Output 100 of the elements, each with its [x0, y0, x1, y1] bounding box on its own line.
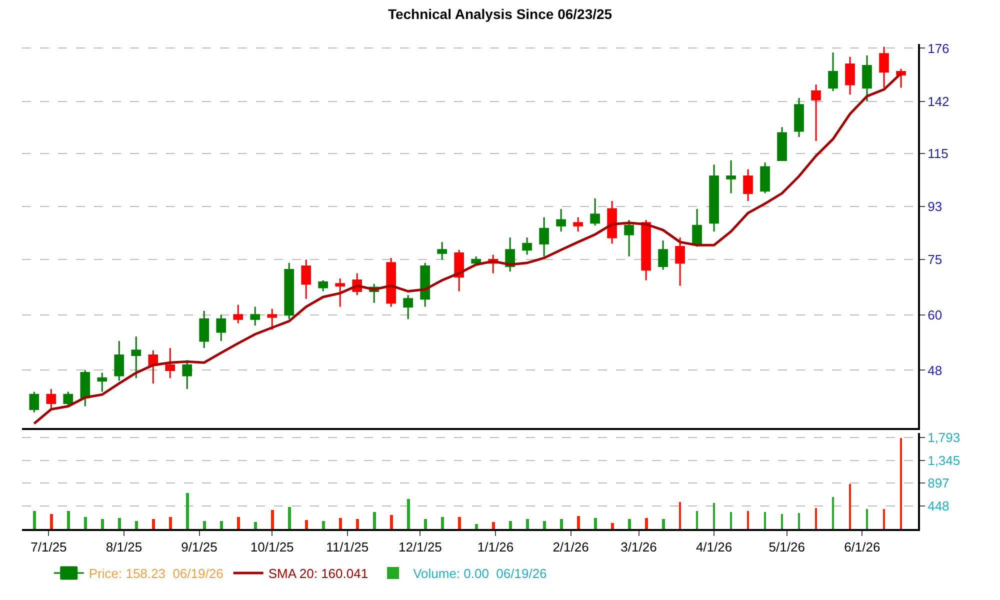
x-tick-label: 9/1/25 — [181, 540, 218, 555]
y-tick-label: 75 — [928, 252, 942, 268]
bar — [526, 518, 529, 529]
y-tick-label: 448 — [928, 498, 950, 514]
candlestick — [522, 236, 532, 256]
y-tick-label: 115 — [928, 146, 948, 162]
candlestick — [335, 278, 346, 308]
x-tick-label: 10/1/25 — [250, 540, 294, 555]
bar — [730, 512, 732, 529]
y-tick-label: 897 — [928, 476, 950, 491]
bar — [560, 518, 563, 529]
bar — [679, 502, 681, 529]
candlestick — [539, 216, 549, 258]
bar — [645, 518, 648, 529]
candlestick — [760, 162, 770, 194]
candlestick — [216, 314, 226, 342]
candlestick — [301, 258, 312, 300]
bar — [67, 510, 70, 529]
bar — [492, 522, 495, 529]
bar — [271, 510, 274, 529]
x-tick-label: 11/1/25 — [326, 540, 369, 555]
bar — [339, 518, 342, 529]
bar — [220, 520, 223, 529]
bar — [866, 508, 868, 529]
bar — [288, 506, 291, 529]
candlestick — [454, 249, 464, 292]
y-tick-label: 48 — [928, 362, 942, 378]
candlestick — [165, 347, 176, 379]
x-tick-label: 3/1/26 — [620, 540, 657, 555]
bar — [832, 496, 834, 529]
bar — [441, 516, 444, 529]
bar — [458, 516, 461, 529]
bar — [628, 518, 631, 529]
candlestick — [420, 262, 430, 308]
bar — [203, 520, 206, 529]
candlestick — [573, 216, 583, 232]
bar — [781, 514, 783, 529]
bar — [475, 524, 478, 529]
y-tick-label: 1,345 — [928, 452, 960, 468]
candlestick — [743, 168, 753, 202]
bar — [305, 520, 308, 529]
x-tick-label: 1/1/26 — [477, 540, 514, 555]
candlestick — [845, 56, 855, 96]
y-tick-label: 60 — [928, 307, 942, 322]
candlestick — [250, 306, 260, 326]
bar — [237, 516, 240, 529]
candlestick — [97, 372, 108, 393]
legend-label: Price: 158.23 06/19/26 — [88, 566, 224, 582]
candlestick — [811, 84, 821, 142]
bar — [424, 518, 427, 529]
candlestick — [862, 54, 872, 102]
bar — [135, 520, 138, 529]
candlestick — [879, 46, 889, 89]
x-tick-label: 7/1/25 — [30, 540, 67, 555]
bar — [764, 512, 766, 529]
x-tick-label: 12/1/25 — [398, 540, 442, 555]
bar — [543, 520, 546, 529]
candlestick — [624, 219, 634, 258]
y-tick-label: 93 — [928, 198, 942, 214]
bar — [747, 510, 749, 529]
candlestick — [675, 236, 685, 286]
bar — [152, 518, 155, 529]
candlestick — [828, 52, 838, 92]
y-tick-label: 1,793 — [928, 430, 960, 445]
bar — [815, 508, 817, 529]
legend-label: SMA 20: 160.041 — [268, 566, 368, 582]
candlestick — [131, 336, 142, 379]
bar — [118, 518, 121, 529]
bar — [577, 516, 580, 529]
candlestick — [641, 219, 651, 282]
bar — [169, 516, 172, 529]
bar — [900, 438, 902, 529]
bar — [407, 498, 410, 529]
bar — [696, 510, 698, 529]
candlestick — [437, 241, 447, 260]
candlestick — [199, 310, 210, 349]
x-tick-label: 5/1/26 — [768, 540, 805, 555]
bar — [254, 522, 257, 529]
bar — [50, 514, 53, 529]
bar — [594, 518, 597, 529]
candlestick — [403, 294, 413, 320]
candlestick — [46, 388, 56, 410]
bar — [84, 516, 87, 529]
bar — [390, 514, 393, 529]
bar — [33, 510, 36, 529]
candlestick — [284, 262, 294, 320]
candlestick — [709, 164, 719, 232]
candlestick — [607, 200, 617, 244]
candlestick — [182, 359, 192, 390]
bar — [509, 520, 512, 529]
candlestick — [726, 159, 736, 194]
candlestick — [148, 350, 158, 384]
candlestick — [658, 240, 668, 270]
candlestick — [777, 126, 787, 161]
candlestick — [590, 198, 600, 226]
candlestick — [63, 391, 74, 408]
candlestick — [556, 208, 566, 232]
candlestick — [29, 391, 40, 414]
y-tick-label: 142 — [928, 94, 950, 109]
candlestick — [794, 97, 804, 138]
